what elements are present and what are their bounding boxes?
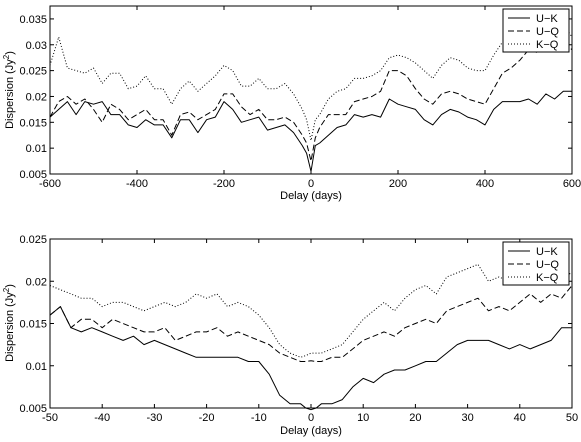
panel-full-range: -600 -400 -200 0 200 400 600 0.005 0.01 0.015 0.02… xyxy=(2,5,581,202)
x-tick-label: -200 xyxy=(213,178,235,190)
x-tick-label: -20 xyxy=(199,412,215,424)
y-tick-label: 0.01 xyxy=(26,143,47,155)
y-axis-label: Dispersion (Jy2) xyxy=(2,51,16,129)
x-tick-label: 10 xyxy=(357,412,369,424)
y-tick-label: 0.015 xyxy=(19,117,47,129)
plot-frame xyxy=(49,5,573,175)
x-tick-label: -400 xyxy=(126,178,148,190)
series-line xyxy=(49,90,572,172)
x-axis-label: Delay (days) xyxy=(280,190,342,202)
series-line xyxy=(49,306,572,411)
series-group xyxy=(49,263,573,411)
x-tick-label: 600 xyxy=(563,178,581,190)
series-line xyxy=(49,13,573,141)
x-axis-label: Delay (days) xyxy=(280,425,342,437)
x-tick-label: 200 xyxy=(389,178,407,190)
y-tick-label: 0.035 xyxy=(19,14,47,26)
legend-label: U−Q xyxy=(536,259,559,271)
series-group xyxy=(49,13,573,172)
x-tick-label: 0 xyxy=(308,178,314,190)
y-tick-label: 0.005 xyxy=(19,169,47,181)
series-line xyxy=(49,33,573,162)
y-tick-label: 0.005 xyxy=(19,403,47,415)
x-tick-label: 50 xyxy=(566,412,578,424)
x-tick-label: -50 xyxy=(42,412,58,424)
y-tick-label: 0.015 xyxy=(19,319,47,331)
x-tick-label: 20 xyxy=(409,412,421,424)
plot-frame xyxy=(49,238,573,409)
y-tick-label: 0.02 xyxy=(26,276,47,288)
legend-label: U−K xyxy=(536,13,558,25)
x-tick-label: 40 xyxy=(514,412,526,424)
x-tick-label: -30 xyxy=(146,412,162,424)
legend-label: U−Q xyxy=(536,26,559,38)
axis-ticks: -600 -400 -200 0 200 400 600 0.005 0.01 0.015 0.02… xyxy=(19,6,581,190)
y-tick-label: 0.02 xyxy=(26,91,47,103)
legend: U−KU−QK−Q xyxy=(502,8,570,53)
series-line xyxy=(49,285,573,362)
legend-label: U−K xyxy=(536,246,558,258)
y-tick-label: 0.03 xyxy=(26,40,47,52)
x-tick-label: -40 xyxy=(94,412,110,424)
legend-label: K−Q xyxy=(536,272,559,284)
x-tick-label: 30 xyxy=(461,412,473,424)
x-tick-label: -600 xyxy=(39,178,61,190)
x-tick-label: 400 xyxy=(476,178,494,190)
panel-zoomed-range: -50 -40 -30 -20 -10 0 10 20 30 40 50 0.005 0.01 0.015… xyxy=(2,234,578,437)
y-axis-label: Dispersion (Jy2) xyxy=(2,284,16,362)
series-line xyxy=(49,263,573,358)
legend: U−KU−QK−Q xyxy=(502,241,570,286)
legend-label: K−Q xyxy=(536,39,559,51)
y-tick-label: 0.025 xyxy=(19,234,47,246)
x-tick-label: -10 xyxy=(251,412,267,424)
y-tick-label: 0.025 xyxy=(19,66,47,78)
x-tick-label: 0 xyxy=(308,412,314,424)
y-tick-label: 0.01 xyxy=(26,361,47,373)
axis-ticks: -50 -40 -30 -20 -10 0 10 20 30 40 50 0.005 0.01 0.015… xyxy=(19,234,578,424)
